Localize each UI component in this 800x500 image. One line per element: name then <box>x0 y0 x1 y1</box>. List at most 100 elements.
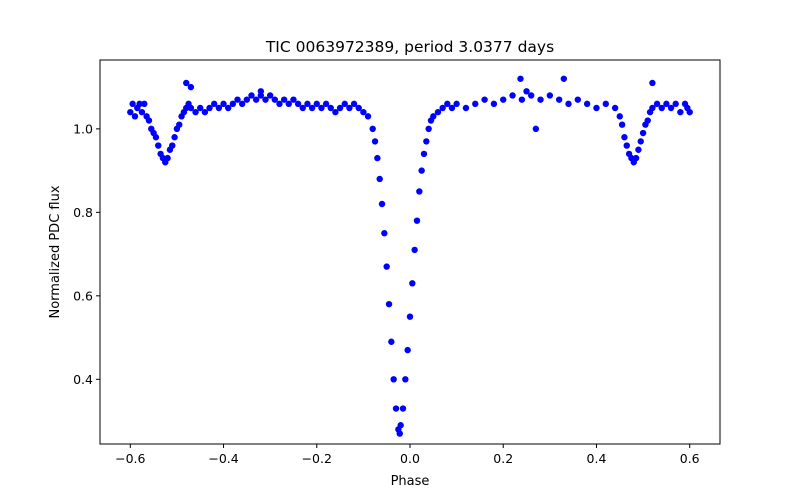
data-point <box>322 100 330 108</box>
data-point <box>127 108 134 116</box>
data-point <box>611 104 619 112</box>
data-point <box>197 104 204 112</box>
data-point <box>472 100 479 108</box>
data-point <box>402 376 409 383</box>
data-point <box>430 113 437 120</box>
data-point <box>653 100 661 108</box>
data-point <box>257 88 265 95</box>
data-point <box>644 117 651 124</box>
data-point <box>632 154 640 162</box>
data-point <box>416 188 423 195</box>
data-point <box>220 100 227 108</box>
data-point <box>392 405 400 412</box>
data-point <box>183 79 190 87</box>
x-axis-label: Phase <box>391 474 430 489</box>
data-point <box>360 108 367 116</box>
data-point <box>672 100 679 108</box>
x-tick-label: 0.6 <box>680 451 700 466</box>
data-point <box>176 121 183 128</box>
data-point <box>565 100 572 108</box>
x-tick-label: −0.4 <box>208 451 238 466</box>
y-tick-label: 1.0 <box>73 121 93 136</box>
data-point <box>518 96 526 103</box>
data-point <box>364 113 372 120</box>
x-tick-label: 0.4 <box>587 451 607 466</box>
data-point <box>187 104 195 112</box>
data-point <box>341 100 348 108</box>
data-point <box>411 246 418 254</box>
data-point <box>294 100 302 108</box>
data-point <box>285 100 292 108</box>
data-point <box>211 100 218 108</box>
data-point <box>406 313 414 320</box>
data-point <box>637 138 644 145</box>
data-point <box>658 104 665 112</box>
data-point <box>635 146 642 153</box>
data-point <box>299 104 306 112</box>
data-point <box>528 92 535 99</box>
data-point <box>623 142 630 149</box>
y-axis: 0.4 0.6 0.8 1.0 <box>73 121 100 387</box>
x-tick-label: 0.2 <box>493 451 513 466</box>
data-point <box>155 142 162 149</box>
data-point <box>383 263 390 270</box>
data-point <box>649 79 656 87</box>
data-point <box>169 142 176 149</box>
data-point <box>378 200 386 208</box>
data-point <box>164 154 171 162</box>
data-point <box>649 104 656 112</box>
chart-title: TIC 0063972389, period 3.0377 days <box>265 38 554 56</box>
data-point <box>546 92 554 99</box>
data-point <box>583 100 591 108</box>
data-point <box>145 117 153 124</box>
data-point <box>374 154 381 162</box>
data-point <box>396 430 403 437</box>
data-point <box>602 100 609 108</box>
data-point <box>409 280 416 287</box>
data-point <box>252 96 260 103</box>
data-point <box>560 75 568 82</box>
data-point <box>574 96 582 103</box>
data-point <box>229 100 237 108</box>
data-point <box>369 125 376 133</box>
data-point <box>616 113 623 120</box>
data-point <box>376 175 383 183</box>
data-point <box>537 96 544 103</box>
data-point <box>138 108 146 116</box>
y-tick-label: 0.6 <box>73 288 93 303</box>
data-point <box>318 104 325 112</box>
data-point <box>131 113 139 120</box>
data-point <box>276 100 283 108</box>
data-point <box>425 125 432 133</box>
y-tick-label: 0.4 <box>73 372 93 387</box>
data-point <box>346 104 353 112</box>
data-point <box>215 104 223 112</box>
data-point <box>639 129 647 137</box>
data-point <box>523 88 530 95</box>
data-point <box>593 104 600 112</box>
data-point <box>423 138 430 145</box>
x-tick-label: −0.2 <box>302 451 332 466</box>
data-point <box>350 100 358 108</box>
data-point <box>266 92 274 99</box>
data-point <box>225 104 232 112</box>
data-point <box>413 217 421 224</box>
data-point <box>371 138 379 145</box>
data-point <box>243 96 251 103</box>
data-point <box>448 104 456 112</box>
data-point <box>238 100 246 108</box>
data-point <box>667 104 675 112</box>
y-tick-label: 0.8 <box>73 205 93 220</box>
data-point <box>290 96 297 103</box>
data-point <box>434 108 442 116</box>
data-point <box>381 230 388 237</box>
data-point <box>129 100 136 108</box>
data-point <box>388 338 395 345</box>
data-point <box>490 100 498 108</box>
data-point <box>390 376 397 383</box>
data-point <box>532 125 540 133</box>
data-point <box>308 104 316 112</box>
data-point <box>481 96 488 103</box>
plot-frame <box>99 59 721 445</box>
data-point <box>618 121 626 128</box>
